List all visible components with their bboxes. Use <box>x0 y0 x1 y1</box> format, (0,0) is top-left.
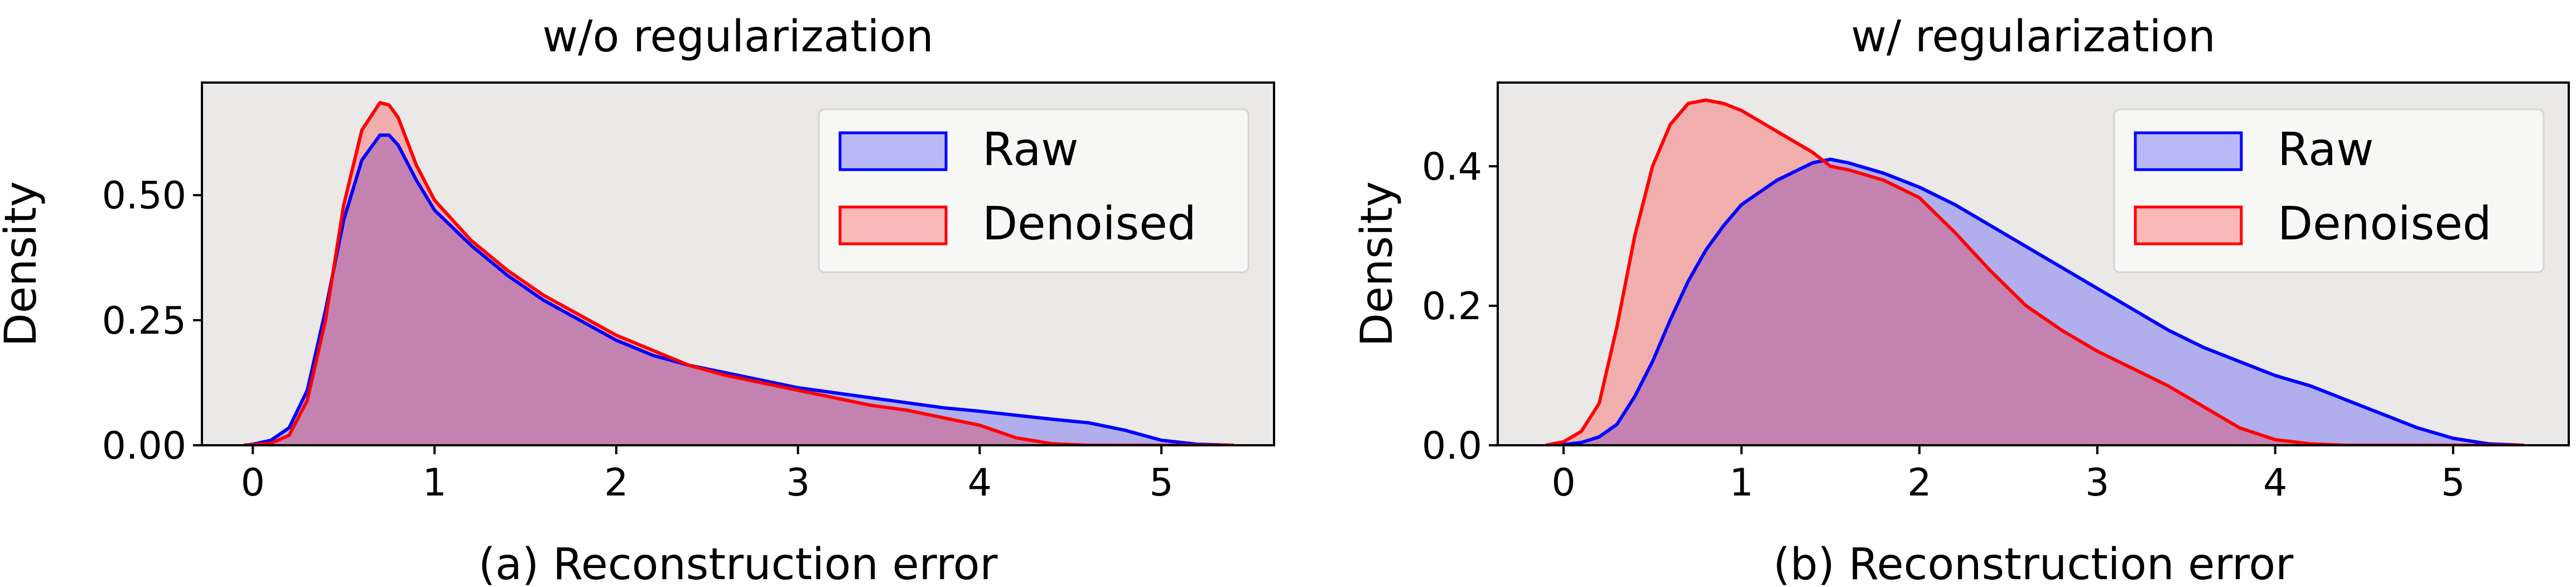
panel-b-legend-swatch-denoised <box>2134 205 2243 246</box>
panel-b-legend: Raw Denoised <box>2113 108 2545 273</box>
panel-b-legend-label-raw: Raw <box>2278 123 2374 176</box>
panel-b: 0 1 2 3 4 5 0.0 0.2 0.4 w/ regularization (b) R… <box>1352 12 2570 587</box>
panel-b-x-tick-label: 4 <box>2263 461 2287 505</box>
panel-b-x-tick-label: 0 <box>1551 461 1575 505</box>
panel-a-axes-frame <box>201 81 1275 446</box>
panel-b-y-tick-label: 0.0 <box>1422 424 1482 468</box>
panel-b-denoised-area <box>1546 100 2525 445</box>
panel-a-legend-box <box>818 108 1250 273</box>
panel-a-x-tick-label: 5 <box>1149 461 1173 505</box>
panel-b-legend-label-denoised: Denoised <box>2278 198 2492 251</box>
panel-b-x-tick-label: 3 <box>2085 461 2109 505</box>
panel-a-legend-label-denoised: Denoised <box>982 198 1197 251</box>
panel-a-x-tick-label: 3 <box>786 461 810 505</box>
panel-a-title: w/o regularization <box>542 12 933 62</box>
panel-b-raw-area <box>1546 159 2525 445</box>
panel-b-y-tick-label: 0.4 <box>1422 145 1482 189</box>
panel-a: 0 1 2 3 4 5 0.00 0.25 0.50 w/o regularization (… <box>0 12 1275 587</box>
panel-b-axes-frame <box>1497 81 2570 446</box>
panel-a-y-tick-label: 0.25 <box>102 299 186 343</box>
panel-b-y-axis: 0.0 0.2 0.4 <box>1422 145 1498 468</box>
panel-a-y-axis-label: Density <box>0 181 46 347</box>
panel-b-x-axis-label: (b) Reconstruction error <box>1773 540 2294 587</box>
panel-a-x-axis-label: (a) Reconstruction error <box>479 540 998 587</box>
panel-a-y-axis: 0.00 0.25 0.50 <box>102 174 202 468</box>
panel-b-title: w/ regularization <box>1851 12 2216 62</box>
panel-b-legend-swatch-raw <box>2134 131 2243 171</box>
panel-b-x-tick-label: 1 <box>1729 461 1753 505</box>
panel-b-legend-box <box>2113 108 2545 273</box>
panel-b-x-tick-label: 5 <box>2441 461 2465 505</box>
panel-a-denoised-area <box>243 102 1234 445</box>
panel-a-x-axis: 0 1 2 3 4 5 <box>241 445 1174 505</box>
panel-a-legend: Raw Denoised <box>818 108 1250 273</box>
panel-a-y-tick-label: 0.50 <box>102 174 186 218</box>
panel-a-raw-area <box>243 135 1234 445</box>
panel-b-raw-line <box>1545 157 2525 445</box>
panel-b-x-axis: 0 1 2 3 4 5 <box>1551 445 2465 505</box>
panel-a-plot-area <box>243 100 1234 445</box>
panel-a-denoised-line <box>243 100 1234 445</box>
panel-a-legend-label-raw: Raw <box>982 123 1079 176</box>
panel-a-x-tick-label: 0 <box>241 461 265 505</box>
panel-b-x-tick-label: 2 <box>1907 461 1931 505</box>
panel-b-y-tick-label: 0.2 <box>1422 285 1482 329</box>
panel-a-legend-swatch-denoised <box>838 205 948 246</box>
panel-b-plot-area <box>1545 98 2525 445</box>
panel-a-x-tick-label: 2 <box>604 461 628 505</box>
panel-a-x-tick-label: 4 <box>968 461 992 505</box>
panel-b-y-axis-label: Density <box>1352 181 1402 347</box>
panel-a-legend-swatch-raw <box>838 131 948 171</box>
panel-a-x-tick-label: 1 <box>422 461 446 505</box>
panel-a-y-tick-label: 0.00 <box>102 424 186 468</box>
